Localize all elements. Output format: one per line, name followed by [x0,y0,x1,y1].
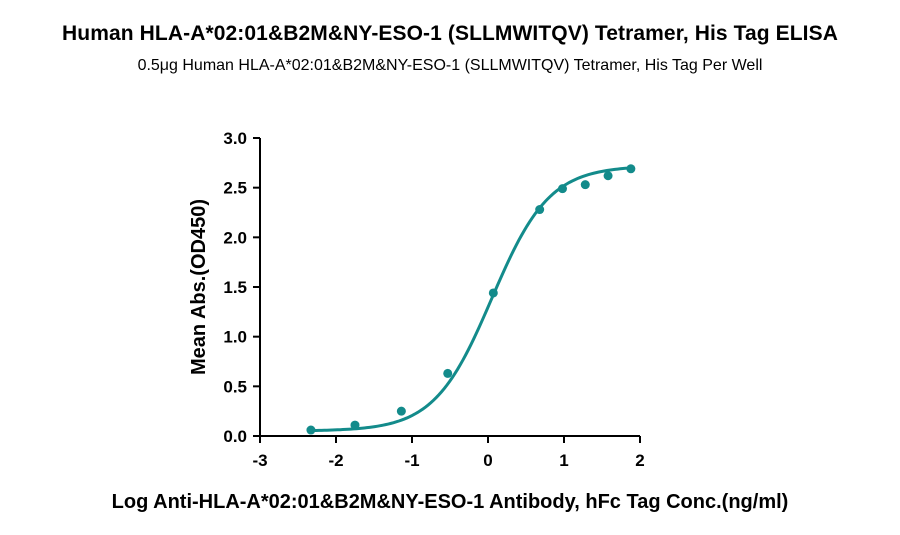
y-tick-label: 1.0 [223,328,247,347]
y-tick-label: 2.0 [223,228,247,247]
data-point [626,164,636,174]
x-tick-label: -2 [328,451,343,470]
data-point [557,184,567,194]
fit-curve-layer [310,166,631,433]
data-point [488,288,498,298]
x-tick-label: 0 [483,451,492,470]
chart-subtitle: 0.5μg Human HLA-A*02:01&B2M&NY-ESO-1 (SL… [137,57,763,74]
y-tick-label: 2.5 [223,179,247,198]
axes: 0.0 0.5 1.0 1.5 2.0 2.5 3.0 -3 -2 -1 0 1 2 [223,129,644,470]
x-tick-label: -1 [404,451,419,470]
data-point [443,368,453,378]
fit-curve [310,166,631,433]
y-tick-label: 1.5 [223,278,247,297]
y-tick-label: 3.0 [223,129,247,148]
data-point [306,425,316,435]
data-point [350,420,360,430]
y-tick-label: 0.0 [223,427,247,446]
data-point [580,180,590,190]
y-axis-title: Mean Abs.(OD450) [188,199,210,375]
data-point [603,171,613,181]
x-tick-label: 2 [635,451,644,470]
data-point [535,205,545,215]
x-tick-label: -3 [252,451,267,470]
x-axis-title: Log Anti-HLA-A*02:01&B2M&NY-ESO-1 Antibo… [112,491,789,513]
data-points-layer [306,164,636,435]
y-tick-label: 0.5 [223,377,247,396]
x-tick-label: 1 [559,451,568,470]
chart-title: Human HLA-A*02:01&B2M&NY-ESO-1 (SLLMWITQ… [62,22,838,45]
data-point [396,406,406,416]
